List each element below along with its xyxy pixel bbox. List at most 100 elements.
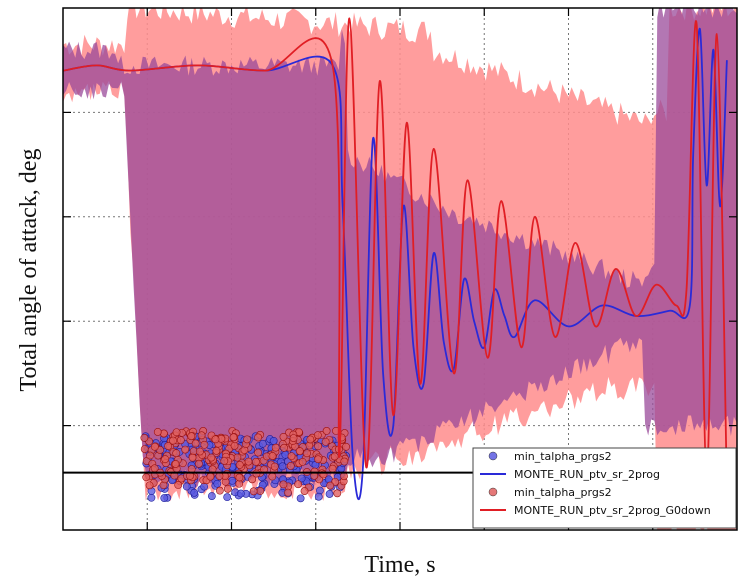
scatter-point <box>314 455 323 464</box>
scatter-point <box>254 448 263 457</box>
scatter-point <box>268 472 277 481</box>
scatter-point <box>197 431 206 440</box>
scatter-point <box>145 481 154 490</box>
scatter-point <box>254 433 263 442</box>
legend-label: min_talpha_prgs2 <box>514 486 612 499</box>
scatter-point <box>300 487 309 495</box>
scatter-point <box>313 431 322 440</box>
scatter-point <box>182 482 191 491</box>
scatter-point <box>287 452 296 461</box>
scatter-point <box>243 435 252 444</box>
scatter-point <box>213 479 222 488</box>
scatter-point <box>220 457 229 465</box>
scatter-point <box>258 439 267 448</box>
scatter-point <box>236 489 245 498</box>
scatter-point <box>314 442 323 451</box>
scatter-point <box>297 474 306 483</box>
scatter-point <box>235 473 244 482</box>
scatter-point <box>206 472 215 481</box>
scatter-point <box>269 436 278 445</box>
scatter-point <box>268 452 277 460</box>
scatter-point <box>181 445 190 454</box>
scatter-point <box>164 442 173 450</box>
scatter-point <box>142 473 151 482</box>
scatter-point <box>172 428 181 437</box>
scatter-point <box>172 449 181 458</box>
scatter-point <box>171 460 180 468</box>
legend-marker-circle <box>488 451 498 461</box>
scatter-point <box>190 488 199 497</box>
series-line <box>63 27 728 500</box>
scatter-point <box>153 428 162 436</box>
legend: min_talpha_prgs2MONTE_RUN_ptv_sr_2progmi… <box>472 447 737 529</box>
scatter-point <box>314 492 323 501</box>
scatter-point <box>298 457 307 466</box>
scatter-point <box>230 441 239 450</box>
scatter-point <box>211 435 220 444</box>
scatter-point <box>328 464 337 473</box>
scatter-point <box>207 453 216 462</box>
scatter-point <box>235 460 244 469</box>
scatter-point <box>270 462 279 471</box>
scatter-point <box>140 433 149 442</box>
series-line <box>63 17 728 489</box>
scatter-point <box>325 490 334 498</box>
scatter-point <box>280 443 288 452</box>
scatter-point <box>326 481 335 490</box>
scatter-point <box>146 451 154 460</box>
scatter-point <box>249 487 258 496</box>
scatter-point <box>212 446 221 455</box>
scatter-point <box>279 432 288 441</box>
scatter-point <box>289 434 298 442</box>
scatter-point <box>169 436 177 445</box>
scatter-point <box>174 481 183 489</box>
scatter-point <box>342 442 350 451</box>
scatter-point <box>187 432 196 441</box>
scatter-point <box>223 484 232 493</box>
scatter-point <box>161 455 170 464</box>
scatter-point <box>271 443 280 452</box>
scatter-point <box>303 449 311 458</box>
scatter-point <box>223 493 232 502</box>
scatter-point <box>286 462 295 470</box>
scatter-point <box>191 439 200 448</box>
scatter-point <box>340 472 348 481</box>
legend-marker-circle <box>488 487 498 497</box>
y-axis-label: Total angle of attack, deg <box>16 149 42 392</box>
scatter-point <box>244 457 253 466</box>
scatter-point <box>229 433 238 442</box>
scatter-point <box>321 437 330 446</box>
scatter-point <box>256 487 265 495</box>
scatter-point <box>295 447 304 456</box>
scatter-point <box>330 452 339 461</box>
legend-label: min_talpha_prgs2 <box>514 450 612 463</box>
scatter-point <box>215 486 224 495</box>
scatter-point <box>188 453 197 462</box>
scatter-point <box>340 457 349 466</box>
scatter-point <box>278 462 287 471</box>
scatter-point <box>279 480 288 489</box>
legend-label: MONTE_RUN_ptv_sr_2prog_G0down <box>514 504 711 517</box>
scatter-point <box>294 480 303 489</box>
scatter-point <box>160 494 169 502</box>
scatter-point <box>140 445 149 453</box>
scatter-point <box>296 494 305 503</box>
scatter-point <box>147 493 156 502</box>
scatter-point <box>333 489 342 498</box>
scatter-point <box>195 459 203 468</box>
scatter-point <box>284 488 292 497</box>
scatter-point <box>200 440 209 449</box>
scatter-point <box>176 436 185 445</box>
legend-label: MONTE_RUN_ptv_sr_2prog <box>514 468 660 481</box>
scatter-point <box>252 457 260 466</box>
series-lines <box>63 17 728 500</box>
legend-box <box>472 447 737 529</box>
scatter-point <box>248 475 257 484</box>
scatter-point <box>306 435 315 444</box>
scatter-point <box>322 427 331 435</box>
scatter-point <box>207 492 216 500</box>
scatter-point <box>150 442 159 451</box>
scatter-points <box>140 426 350 503</box>
scatter-point <box>195 447 204 456</box>
